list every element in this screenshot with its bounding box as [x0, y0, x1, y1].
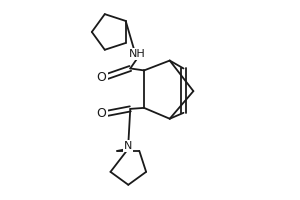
Text: NH: NH: [129, 49, 146, 59]
Text: O: O: [97, 71, 106, 84]
Text: N: N: [124, 141, 133, 151]
Text: O: O: [97, 107, 106, 120]
